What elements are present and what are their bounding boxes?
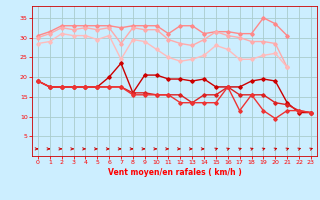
X-axis label: Vent moyen/en rafales ( km/h ): Vent moyen/en rafales ( km/h ) xyxy=(108,168,241,177)
